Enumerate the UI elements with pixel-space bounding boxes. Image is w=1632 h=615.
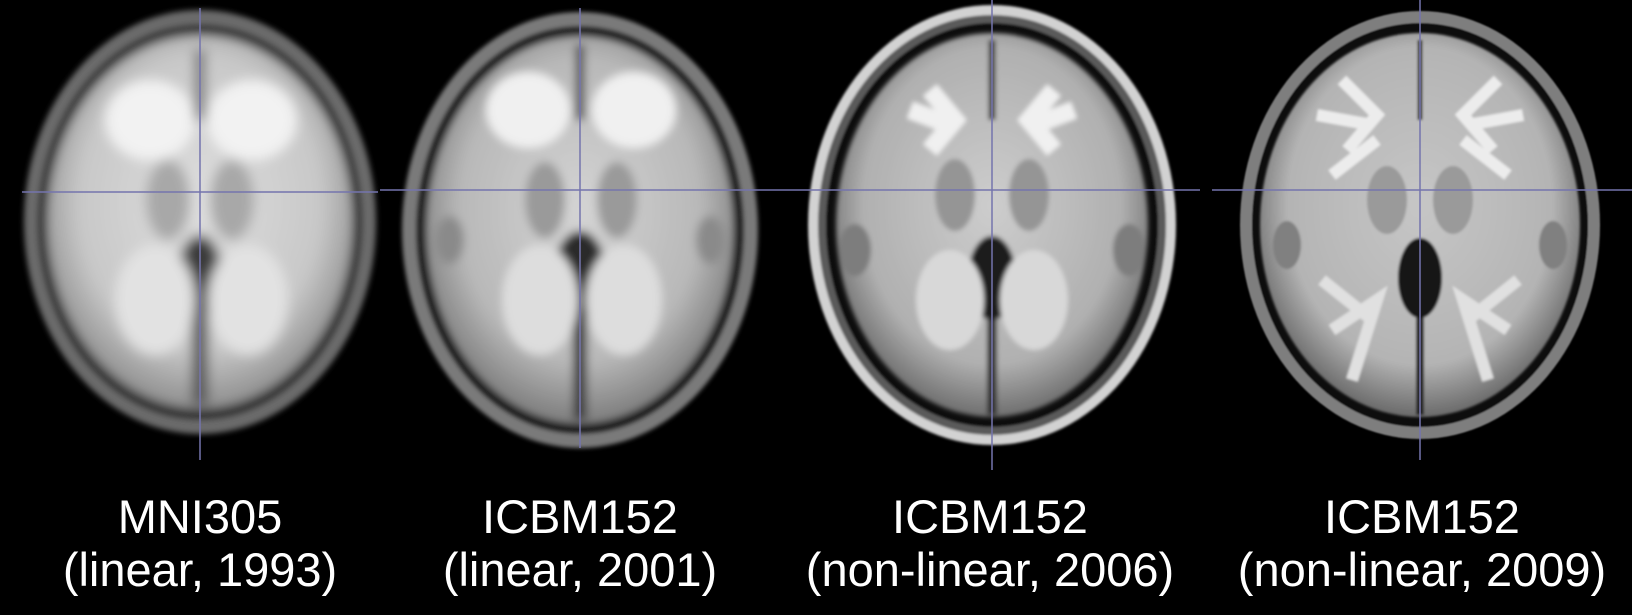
template-name: MNI305 [117,490,283,543]
template-caption: MNI305 (linear, 1993) [0,490,400,596]
brain-scan-icbm152-nonlinear-2006 [780,0,1200,470]
template-name: ICBM152 [1324,490,1520,543]
template-detail: (linear, 1993) [62,543,338,596]
template-name: ICBM152 [482,490,678,543]
brain-scan-icbm152-nonlinear-2009 [1212,0,1632,460]
template-panel-icbm152-2001: ICBM152 (linear, 2001) [380,0,780,615]
template-caption: ICBM152 (linear, 2001) [380,490,780,596]
template-caption: ICBM152 (non-linear, 2009) [1212,490,1632,596]
template-caption: ICBM152 (non-linear, 2006) [780,490,1200,596]
template-panel-icbm152-2009: ICBM152 (non-linear, 2009) [1212,0,1632,615]
template-detail: (non-linear, 2006) [805,543,1175,596]
brain-scan-mni305 [22,8,378,460]
template-detail: (linear, 2001) [442,543,718,596]
template-panel-mni305: MNI305 (linear, 1993) [0,0,400,615]
brain-scan-icbm152-linear-2001 [380,8,780,448]
template-detail: (non-linear, 2009) [1237,543,1607,596]
template-panel-icbm152-2006: ICBM152 (non-linear, 2006) [780,0,1200,615]
template-name: ICBM152 [892,490,1088,543]
